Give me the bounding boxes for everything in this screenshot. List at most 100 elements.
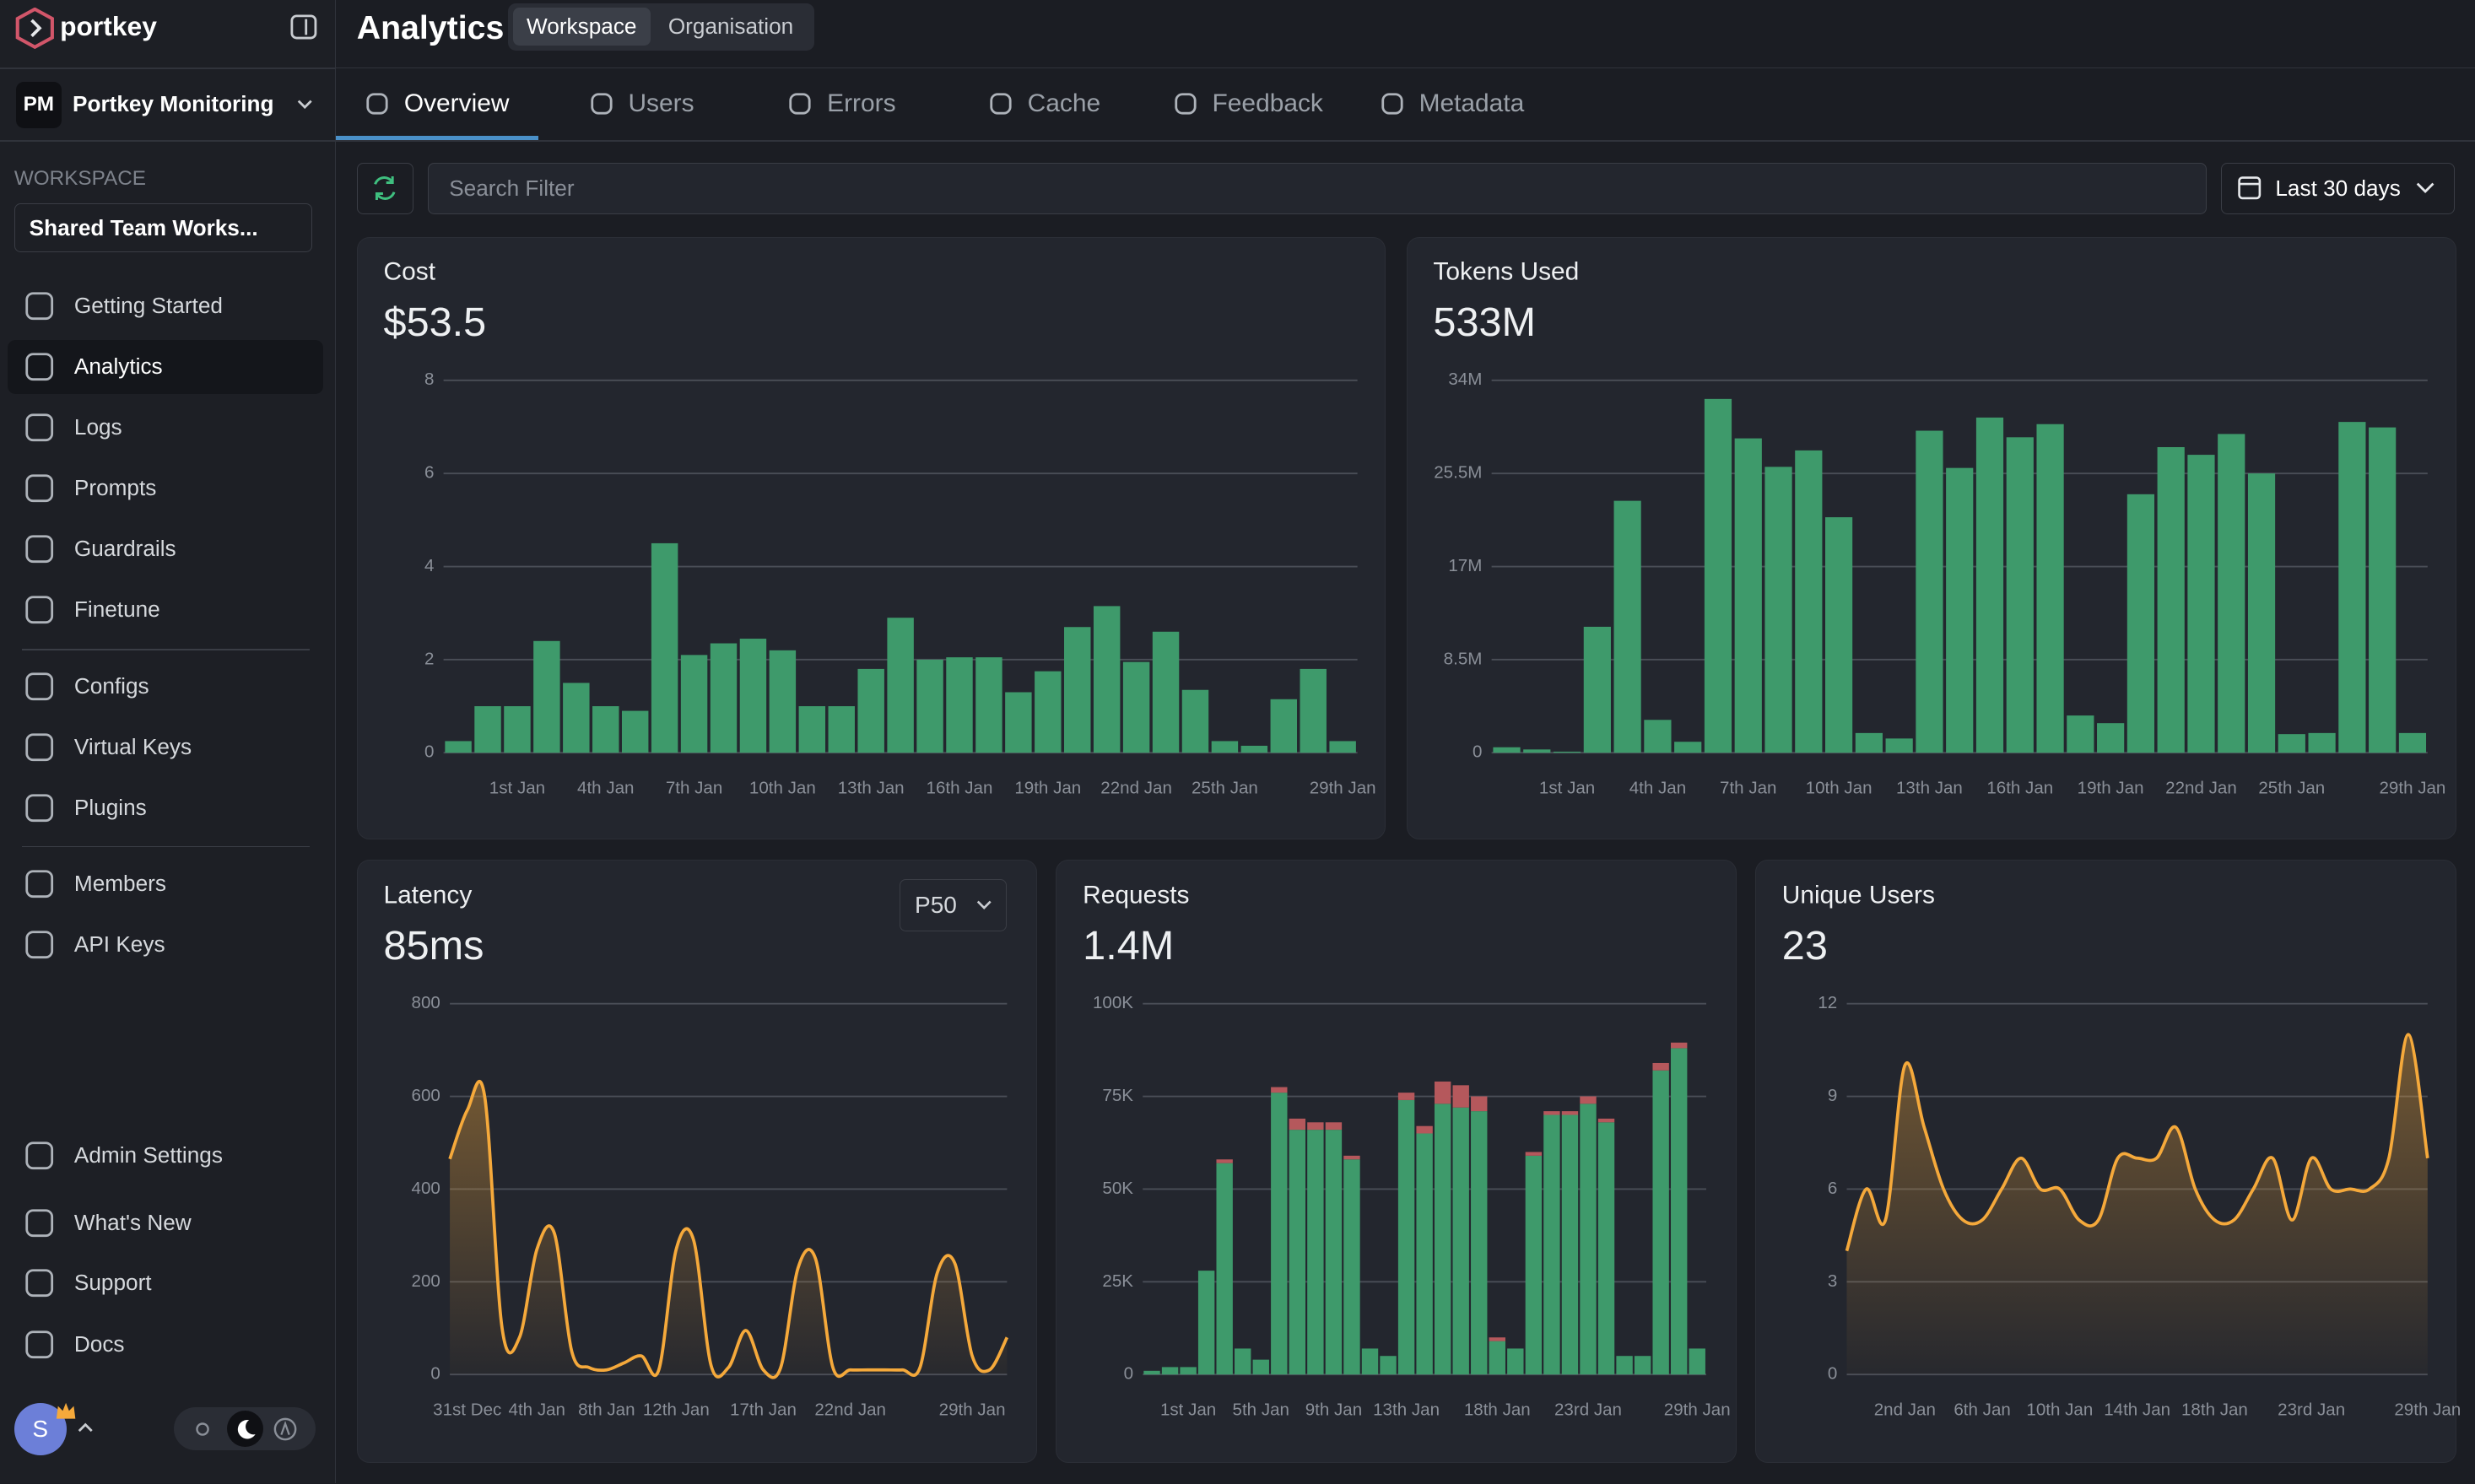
nav-item[interactable]: Finetune (8, 583, 323, 637)
scope-organisation[interactable]: Organisation (667, 13, 794, 40)
nav-item[interactable]: Getting Started (8, 279, 323, 333)
bar (1064, 627, 1091, 753)
separator (0, 140, 335, 143)
x-tick-label: 25th Jan (2258, 779, 2325, 798)
bar-segment (1289, 1118, 1306, 1131)
x-tick-label: 29th Jan (2379, 779, 2445, 798)
nav-item[interactable]: Plugins (8, 781, 323, 835)
x-tick-label: 16th Jan (1986, 779, 2053, 798)
collapse-button[interactable] (290, 14, 317, 40)
bar (651, 542, 678, 753)
tab[interactable]: Users (589, 67, 694, 140)
bar (445, 741, 472, 753)
y-tick-label: 9 (1828, 1086, 1837, 1105)
nav-label: Prompts (73, 475, 157, 501)
dark-theme[interactable] (227, 1411, 264, 1448)
area (1846, 1034, 2428, 1375)
org-name[interactable]: Portkey Monitoring (73, 91, 274, 117)
bar-segment (1361, 1348, 1379, 1375)
bar-segment (1343, 1159, 1360, 1375)
bar (2187, 455, 2215, 753)
date-range[interactable]: Last 30 days (2220, 162, 2455, 215)
icon (25, 794, 54, 823)
nav-item[interactable]: Support (8, 1256, 323, 1310)
bar-segment (1671, 1048, 1688, 1375)
nav-item[interactable]: Virtual Keys (8, 720, 323, 774)
nav-item[interactable]: Analytics (8, 340, 324, 394)
search-filter[interactable]: Search Filter (427, 162, 2207, 215)
bar (592, 706, 619, 753)
avatar-chevron[interactable] (76, 1420, 95, 1436)
scope-workspace[interactable]: Workspace (512, 8, 651, 46)
refresh-button[interactable] (356, 162, 414, 215)
tab-label: Users (628, 89, 694, 118)
y-tick-label: 8.5M (1444, 649, 1483, 668)
icon (25, 535, 54, 564)
y-tick-label: 0 (1124, 1364, 1133, 1384)
tab[interactable]: Overview (365, 67, 509, 140)
y-tick-label: 600 (412, 1086, 440, 1105)
nav-item[interactable]: Logs (8, 401, 323, 455)
percentile-select[interactable]: P50 (900, 878, 1008, 931)
divider (22, 648, 310, 650)
bar (2338, 422, 2366, 753)
workspace-select[interactable]: Shared Team Works... (14, 203, 313, 253)
bar-segment (1452, 1107, 1469, 1375)
icon (25, 353, 54, 381)
nav-label: Finetune (73, 596, 160, 623)
theme-toggle (173, 1407, 316, 1450)
bar (1553, 751, 1581, 753)
tab[interactable]: Metadata (1380, 67, 1524, 140)
bar (1795, 450, 1823, 753)
bar-segment (1525, 1152, 1543, 1156)
nav-label: Plugins (73, 795, 147, 821)
bar (1493, 747, 1521, 753)
auto-theme[interactable] (273, 1417, 297, 1441)
x-tick-label: 13th Jan (838, 779, 905, 798)
chart: Latency 85ms 0 200 400 600 800 31st Dec 4th Jan 8… (384, 881, 1009, 1420)
bar (1946, 467, 1974, 753)
x-tick-label: 7th Jan (1720, 779, 1776, 798)
nav-item[interactable]: Members (8, 857, 323, 911)
tab[interactable]: Cache (988, 67, 1100, 140)
bar-segment (1616, 1356, 1633, 1375)
x-tick-label: 23rd Jan (1554, 1400, 1622, 1420)
light-theme[interactable] (191, 1417, 214, 1441)
bar-segment (1652, 1070, 1669, 1375)
nav-item[interactable]: Admin Settings (8, 1128, 323, 1182)
nav-item[interactable]: Guardrails (8, 522, 323, 576)
separator (336, 140, 2475, 143)
chart-title: Tokens Used (1433, 258, 1579, 286)
y-tick-label: 200 (412, 1271, 440, 1291)
nav-label: Admin Settings (73, 1141, 223, 1168)
icon (25, 672, 54, 701)
x-tick-label: 31st Dec (433, 1400, 501, 1420)
crown (57, 1402, 76, 1419)
nav-item[interactable]: Configs (8, 660, 323, 714)
x-tick-label: 1st Jan (1539, 779, 1595, 798)
tab-indicator (336, 135, 538, 141)
tab[interactable]: Errors (787, 67, 896, 140)
y-tick-label: 6 (1828, 1179, 1837, 1198)
bar (533, 640, 560, 753)
nav-item[interactable]: Prompts (8, 461, 323, 515)
bar-segment (1397, 1093, 1415, 1100)
x-tick-label: 29th Jan (1310, 779, 1376, 798)
y-tick-label: 400 (412, 1179, 440, 1198)
bar (680, 655, 708, 753)
nav-item[interactable]: Docs (8, 1318, 323, 1372)
bar (1704, 398, 1732, 753)
nav-item[interactable]: What's New (8, 1196, 323, 1250)
x-tick-label: 23rd Jan (2278, 1400, 2345, 1420)
nav-item[interactable]: API Keys (8, 918, 323, 972)
page-title: Analytics (356, 9, 505, 47)
y-tick-label: 6 (424, 463, 434, 483)
avatar[interactable]: S (14, 1402, 67, 1455)
bar (1674, 742, 1702, 753)
bar (798, 706, 826, 753)
org-chevron[interactable] (295, 96, 314, 112)
nav-label: Support (73, 1270, 152, 1296)
bar (1916, 430, 1943, 753)
y-tick-label: 12 (1818, 993, 1837, 1012)
tab[interactable]: Feedback (1173, 67, 1323, 140)
